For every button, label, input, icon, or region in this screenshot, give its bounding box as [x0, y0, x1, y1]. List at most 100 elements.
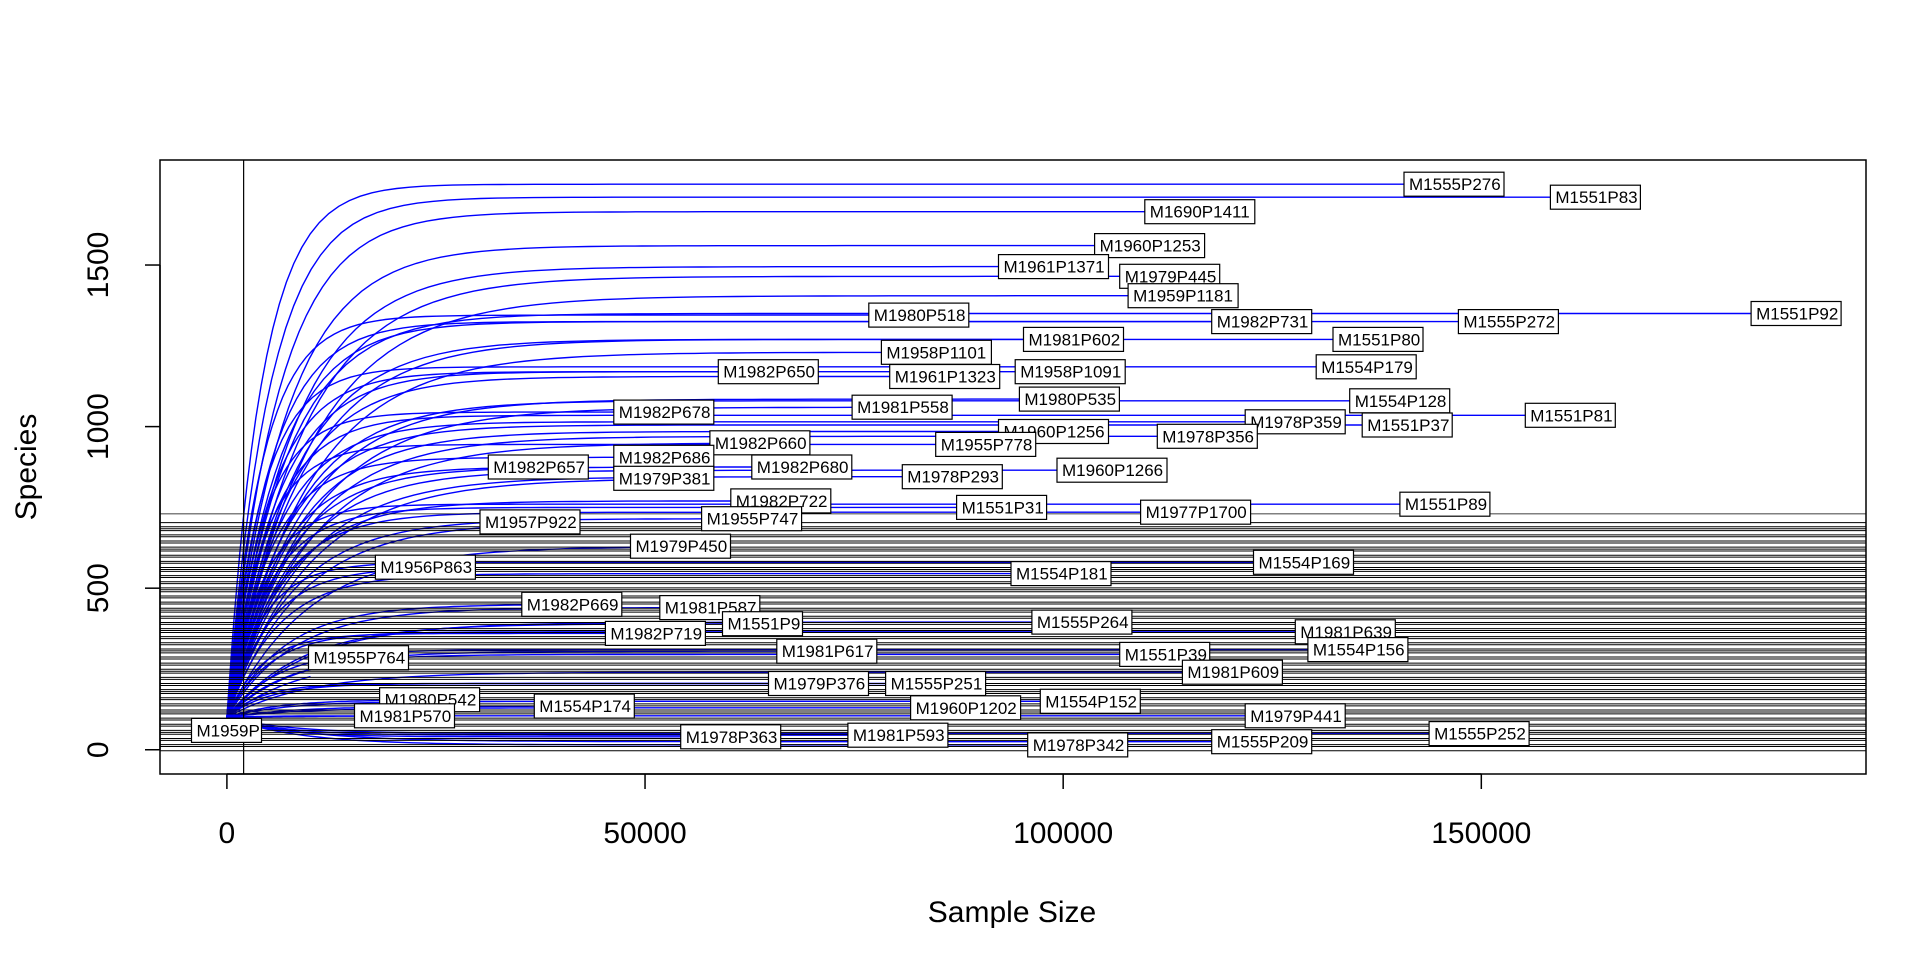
curve-label-text: M1982P650: [723, 363, 815, 382]
curve-label-text: M1554P181: [1016, 565, 1108, 584]
curve-label-text: M1554P152: [1045, 692, 1137, 711]
curve-label-text: M1960P1266: [1062, 461, 1163, 480]
curve-label-box: [1307, 636, 1409, 663]
curve-label-text: M1958P1101: [886, 343, 986, 362]
curve-label-box: [613, 444, 715, 470]
curve-label-box: [1181, 659, 1284, 685]
curve-label-box: [659, 594, 761, 621]
species-curve: [226, 211, 1147, 718]
curve-label-text: M1957P922: [485, 513, 577, 532]
curve-label-box: [1403, 171, 1505, 197]
curve-label: M1961P1323: [889, 363, 1001, 390]
curve-label: M1551P83: [1549, 184, 1642, 210]
curve-label-box: [1549, 184, 1642, 210]
curve-label-text: M1982P719: [610, 624, 702, 643]
curve-label: M1961P1371: [997, 254, 1110, 280]
curve-label-box: [1361, 412, 1453, 438]
curve-label-box: [1039, 688, 1141, 714]
curve-label: M1554P156: [1307, 636, 1409, 663]
curve-label: M1981P609: [1181, 659, 1284, 685]
curve-label: M1555P252: [1428, 720, 1530, 747]
curve-label-text: M1554P169: [1259, 553, 1351, 572]
curve-label-text: M1551P89: [1405, 495, 1487, 514]
curve-label-box: [767, 670, 870, 697]
y-tick-label: 1500: [82, 232, 115, 299]
curve-label: M1982P657: [487, 454, 589, 480]
curve-label: M1979P441: [1244, 703, 1346, 729]
x-tick-label: 150000: [1431, 817, 1531, 850]
curve-label-box: [1750, 300, 1842, 327]
curve-label: M1554P179: [1315, 354, 1417, 380]
y-axis: 0 500 1000 1500: [82, 232, 161, 758]
curve-label-box: [1399, 491, 1491, 517]
curve-label: M1978P363: [680, 724, 782, 750]
curve-label-box: [1056, 457, 1168, 483]
curve-label: M1982P660: [709, 430, 811, 456]
curve-label-box: [1127, 283, 1239, 309]
curve-label-text: M1555P252: [1434, 725, 1526, 744]
curve-label-text: M1981P602: [1029, 330, 1121, 349]
curve-label-box: [680, 724, 782, 750]
curve-label-box: [1031, 609, 1133, 635]
curve-label: M1982P669: [521, 591, 623, 617]
plot-frame: [159, 159, 1867, 775]
curve-label: M1980P535: [1018, 386, 1121, 412]
species-curve: [226, 314, 871, 718]
curve-label-box: [700, 506, 803, 532]
species-curve: [226, 411, 616, 718]
curve-label: M1977P1700: [1139, 499, 1252, 525]
curve-label-box: [479, 509, 581, 535]
curve-label: M1981P570: [353, 703, 456, 729]
curve-label-box: [613, 399, 715, 425]
curve-label: M1982P678: [613, 399, 715, 425]
curve-label: M1554P128: [1349, 388, 1451, 414]
curve-label-box: [1093, 233, 1206, 259]
curve-labels: M1555P276 M1551P83 M1690P1411 M1960P1253 M19…: [190, 171, 1842, 758]
curve-label-box: [1010, 560, 1112, 587]
curve-label: M1555P251: [884, 670, 987, 697]
curve-label-box: [1156, 423, 1258, 449]
curve-label: M1554P152: [1039, 688, 1141, 714]
curve-label: M1978P342: [1027, 732, 1129, 758]
curve-label-text: M1978P359: [1250, 413, 1342, 432]
curve-label: M1958P1091: [1014, 359, 1126, 385]
curve-label: M1551P92: [1750, 300, 1842, 327]
curve-label-text: M1551P37: [1367, 416, 1449, 435]
species-curve: [226, 183, 1406, 718]
x-tick-label: 0: [219, 817, 236, 850]
curve-label: M1959P1181: [1127, 283, 1239, 309]
curve-label-text: M1551P80: [1338, 330, 1420, 349]
curve-label-text: M1551P92: [1756, 305, 1838, 324]
curve-label-box: [1252, 549, 1355, 575]
curve-label-box: [751, 454, 853, 480]
curve-label: M1982P719: [604, 620, 707, 647]
curve-label-box: [1524, 402, 1616, 428]
curve-label: M1981P593: [847, 722, 949, 748]
curve-label-text: M1982P686: [619, 448, 711, 467]
curve-label-box: [604, 620, 707, 647]
curve-label-text: M1555P276: [1409, 175, 1501, 194]
curve-label: M1960P1253: [1093, 233, 1206, 259]
curve-label-text: M1551P81: [1530, 406, 1612, 425]
curve-label-box: [533, 693, 635, 719]
curve-label-text: M1960P1202: [916, 699, 1017, 718]
curve-label-box: [935, 431, 1037, 457]
curve-label-box: [955, 494, 1048, 520]
curve-label-box: [190, 717, 263, 744]
curve-label-text: M1978P342: [1033, 736, 1125, 755]
curve-label-text: M1555P272: [1463, 313, 1555, 332]
curve-label-box: [721, 611, 804, 637]
curve-label-text: M1955P764: [314, 649, 406, 668]
curve-label-text: M1959P1181: [1133, 287, 1233, 306]
curve-label-text: M1690P1411: [1150, 203, 1250, 222]
curve-label-text: M1978P293: [907, 468, 999, 487]
curve-label-box: [868, 302, 970, 328]
curve-label: M1551P81: [1524, 402, 1616, 428]
curve-label: M1955P764: [307, 645, 410, 671]
curve-label-box: [901, 464, 1003, 490]
curve-label-text: M1551P83: [1555, 188, 1637, 207]
curve-label-text: M1961P1371: [1004, 258, 1105, 277]
curve-label: M1551P9: [721, 611, 804, 637]
curve-label-text: M1982P657: [493, 458, 585, 477]
curve-label: M1981P602: [1022, 326, 1125, 352]
